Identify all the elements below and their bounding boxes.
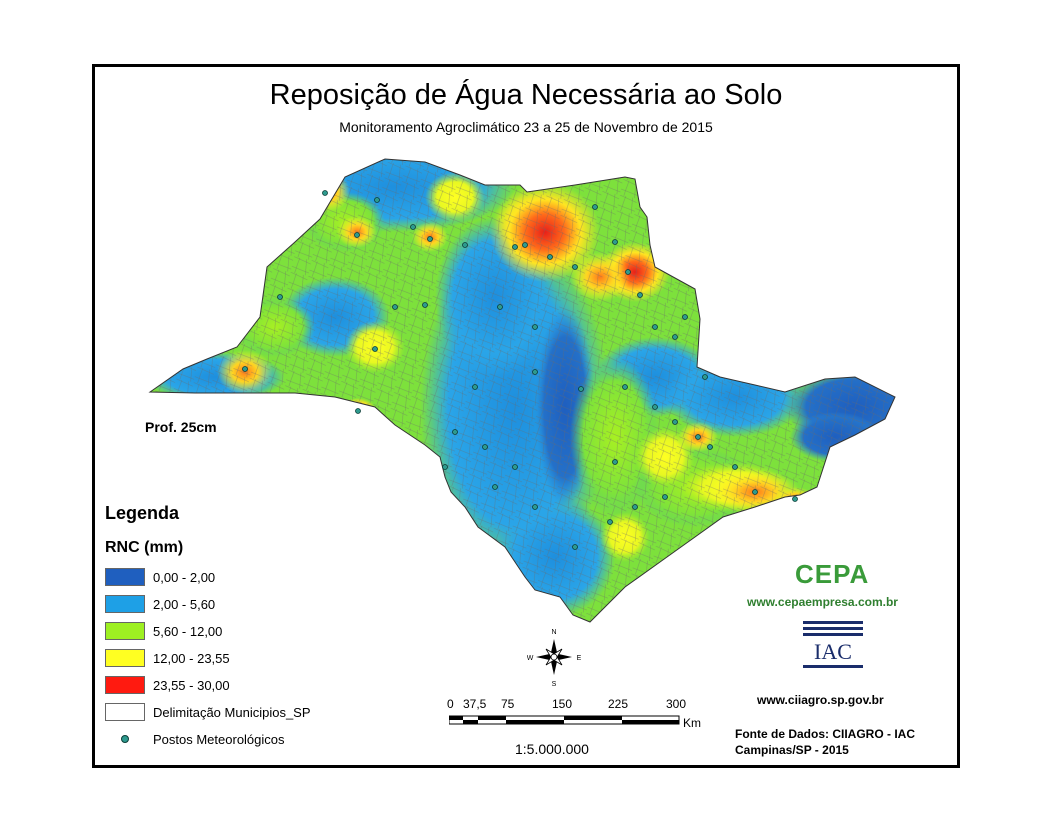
compass-e: E — [577, 655, 581, 662]
depth-label: Prof. 25cm — [145, 419, 217, 435]
legend-swatch — [105, 622, 145, 640]
map-title: Reposição de Água Necessária ao Solo — [269, 79, 783, 111]
scale-tick-4: 225 — [608, 697, 629, 711]
legend-class-1: 2,00 - 5,60 — [105, 594, 215, 614]
scale-tick-1: 37,5 — [463, 697, 487, 711]
scale-tick-0: 0 — [447, 697, 454, 711]
legend-swatch — [105, 649, 145, 667]
legend-class-0: 0,00 - 2,00 — [105, 567, 215, 587]
legend-swatch — [105, 676, 145, 694]
iac-logo: IAC — [803, 621, 863, 668]
iac-logo-text: IAC — [814, 639, 852, 664]
legend-label: 12,00 - 23,55 — [153, 650, 230, 666]
legend-label: Delimitação Municipios_SP — [153, 704, 311, 720]
scale-bar — [449, 715, 680, 725]
compass-n: N — [551, 629, 556, 636]
legend-label: 5,60 - 12,00 — [153, 623, 223, 639]
cepa-url: www.cepaempresa.com.br — [747, 595, 898, 609]
legend-label: 0,00 - 2,00 — [153, 569, 216, 585]
sao-paulo-map — [148, 158, 896, 623]
weather-stations — [242, 190, 798, 550]
scale-tick-2: 75 — [501, 697, 515, 711]
legend-swatch — [105, 703, 145, 721]
data-source-place: Campinas/SP - 2015 — [735, 743, 849, 757]
scale-unit: Km — [683, 716, 701, 730]
scale-ratio: 1:5.000.000 — [515, 741, 589, 757]
legend-class-4: 23,55 - 30,00 — [105, 675, 230, 695]
legend-class-3: 12,00 - 23,55 — [105, 648, 230, 668]
scale-tick-5: 300 — [666, 697, 687, 711]
compass-w: W — [527, 655, 534, 662]
data-source: Fonte de Dados: CIIAGRO - IAC — [735, 727, 915, 741]
cepa-logo: CEPA — [795, 559, 870, 589]
station-marker-icon — [105, 730, 145, 748]
legend-swatch — [105, 568, 145, 586]
legend-label: Postos Meteorológicos — [153, 731, 285, 747]
state-border — [148, 158, 896, 623]
iac-url: www.ciiagro.sp.gov.br — [757, 693, 884, 707]
legend-title: Legenda — [105, 503, 180, 523]
legend-municipal: Delimitação Municipios_SP — [105, 702, 311, 722]
legend-label: 23,55 - 30,00 — [153, 677, 230, 693]
legend-swatch — [105, 595, 145, 613]
compass-s: S — [552, 681, 557, 687]
map-subtitle: Monitoramento Agroclimático 23 a 25 de N… — [339, 119, 713, 135]
legend-class-2: 5,60 - 12,00 — [105, 621, 222, 641]
scale-tick-3: 150 — [552, 697, 573, 711]
legend-stations: Postos Meteorológicos — [105, 729, 285, 749]
compass-rose-icon: N S E W — [527, 629, 581, 687]
legend-label: 2,00 - 5,60 — [153, 596, 216, 612]
map-frame: Reposição de Água Necessária ao Solo Mon… — [92, 64, 960, 768]
legend-subtitle: RNC (mm) — [105, 539, 184, 556]
